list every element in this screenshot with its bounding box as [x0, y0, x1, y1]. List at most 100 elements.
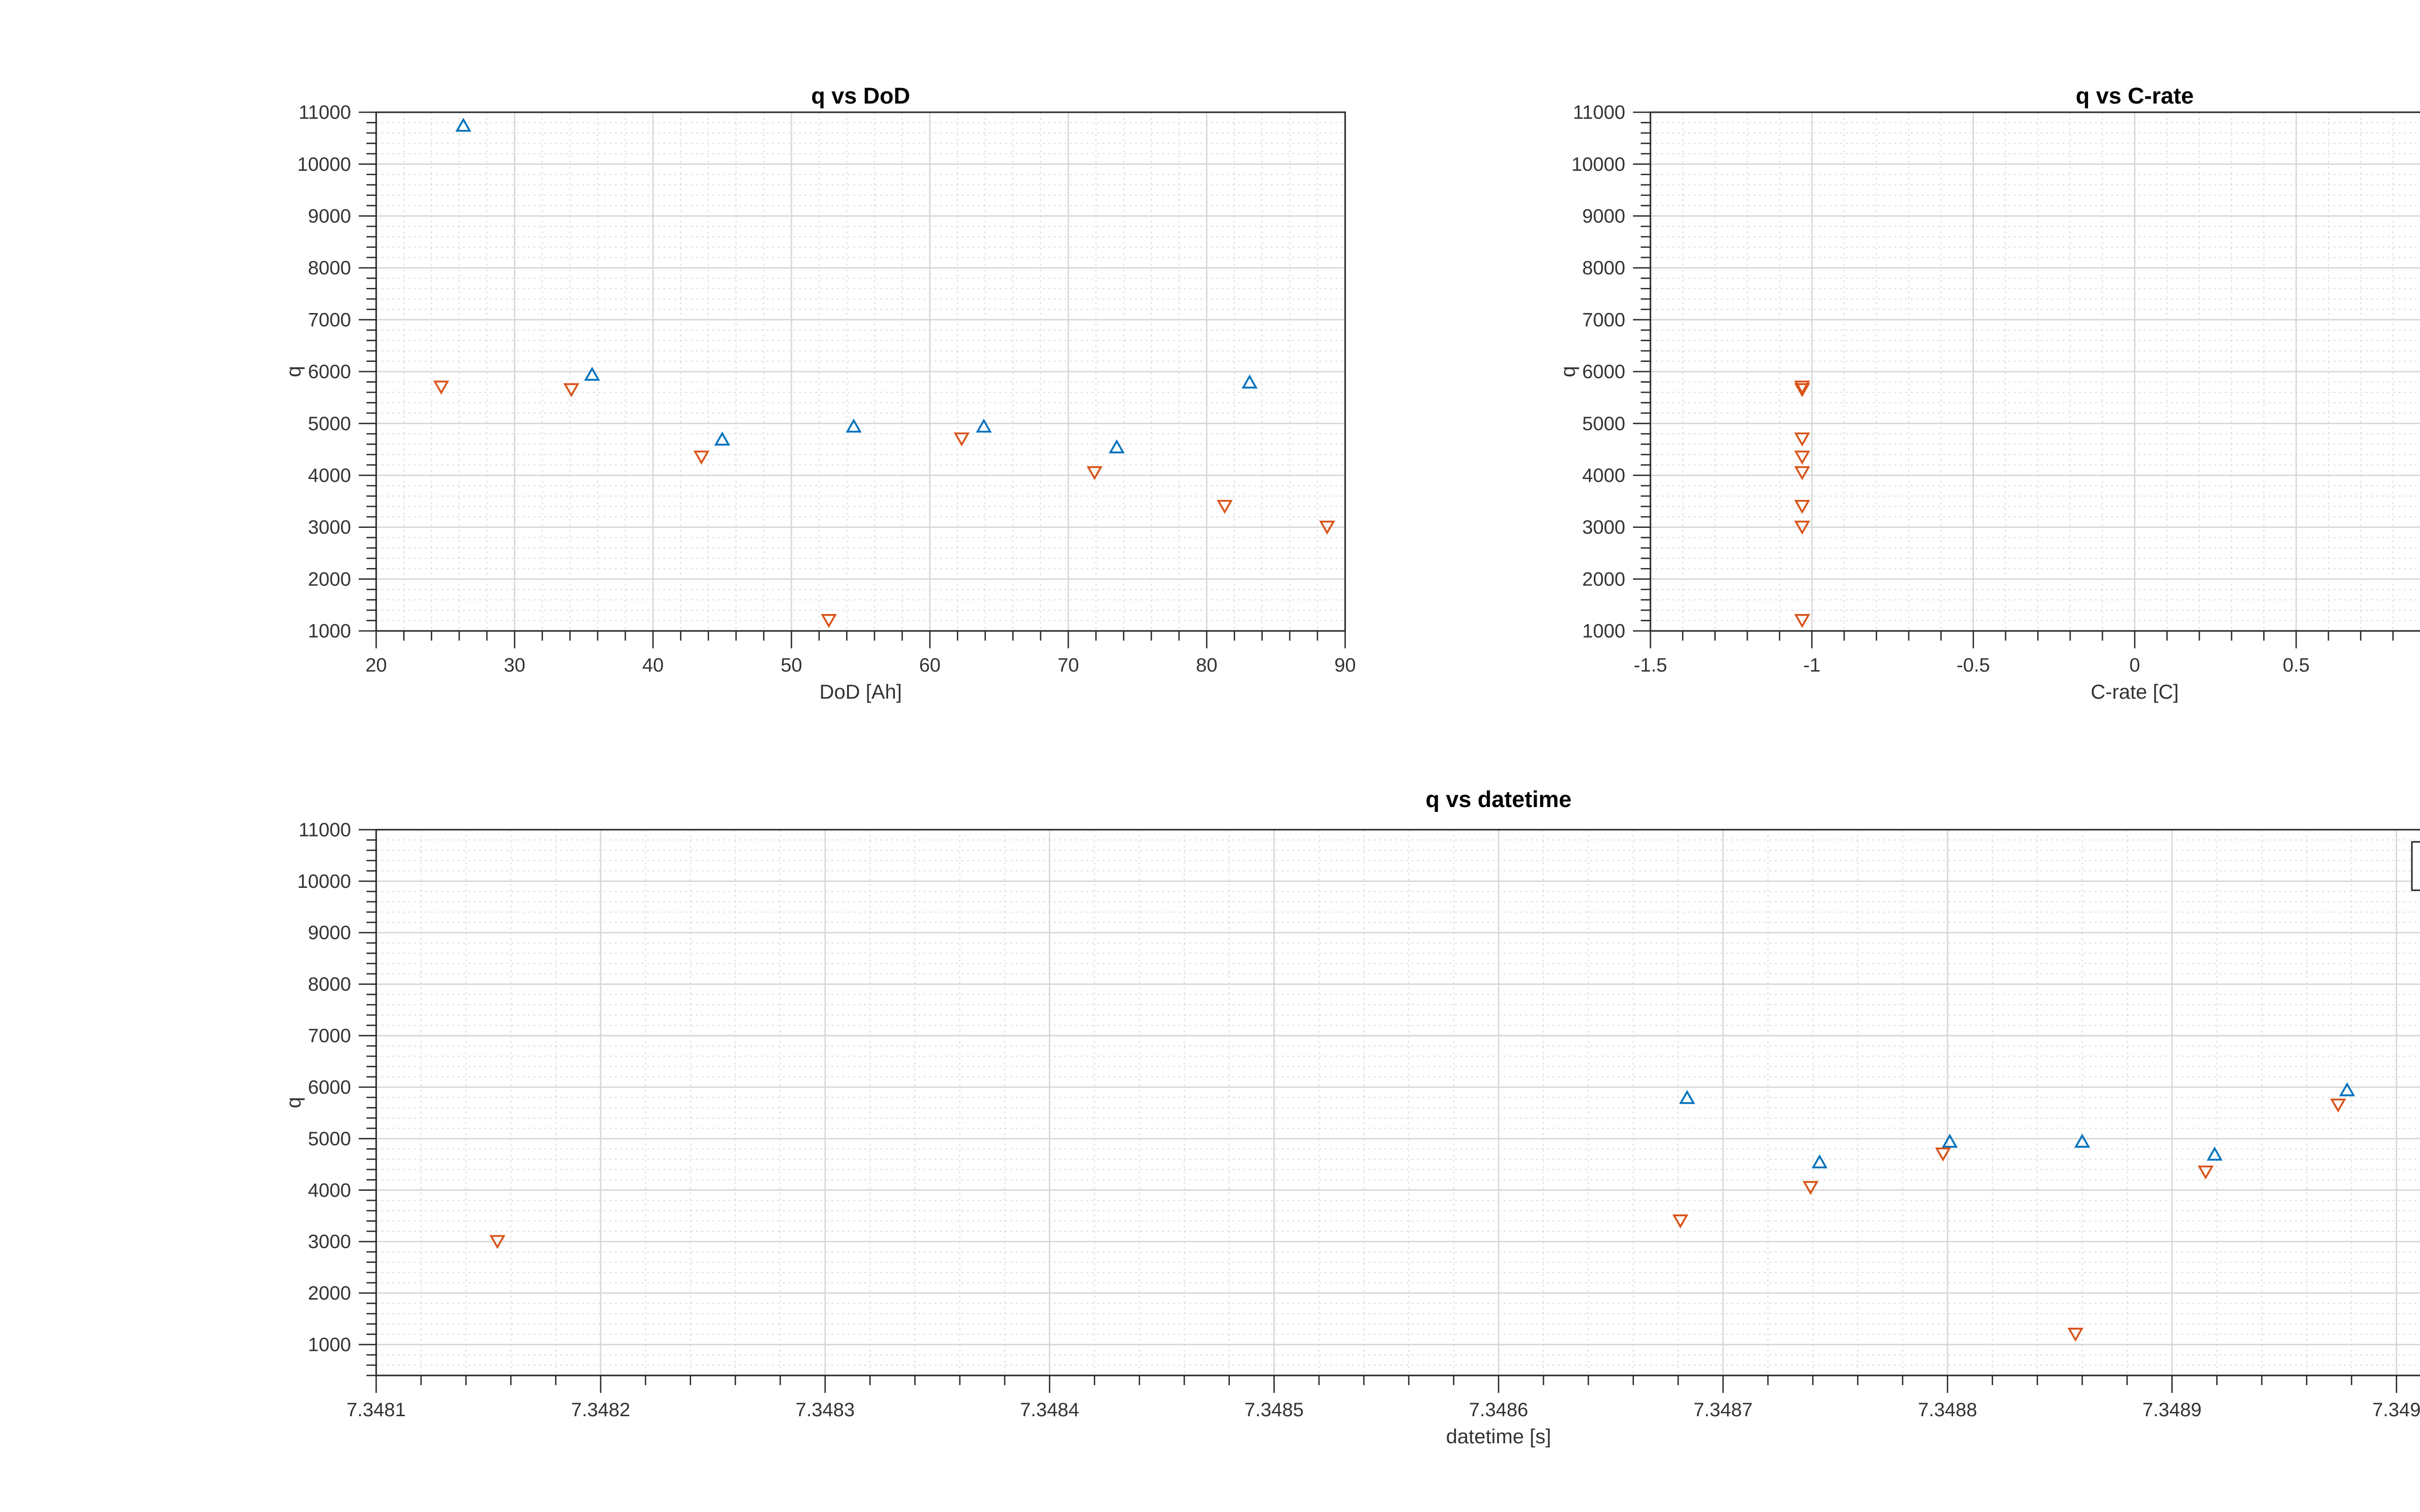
y-axis-label: q [1557, 366, 1579, 377]
x-tick-label: -1.5 [1634, 655, 1667, 676]
y-tick-label: 6000 [1582, 361, 1625, 383]
chart-q-vs-c-rate: -1.5-1-0.500.511.51000200030004000500060… [1557, 83, 2420, 703]
x-tick-labels: -1.5-1-0.500.511.5 [1634, 655, 2310, 676]
series-charge [1679, 1082, 2355, 1168]
discharge-marker [2330, 1098, 2346, 1113]
y-tick-label: 6000 [308, 361, 351, 383]
x-tick-label: 7.3487 [1694, 1399, 1753, 1421]
y-tick-label: 8000 [308, 974, 351, 995]
y-tick-label: 7000 [308, 1025, 351, 1047]
y-axis-label: q [282, 366, 305, 377]
x-tick-label: 30 [504, 655, 526, 676]
x-tick-label: 7.3484 [1020, 1399, 1079, 1421]
x-tick-label: 7.3486 [1469, 1399, 1528, 1421]
charge-marker [2339, 1082, 2355, 1096]
x-tick-label: 7.3488 [1918, 1399, 1977, 1421]
y-tick-label: 3000 [1582, 517, 1625, 538]
y-tick-label: 5000 [308, 413, 351, 434]
minor-gridlines [376, 829, 2420, 1376]
chart-title: q vs DoD [811, 83, 910, 109]
x-tick-label: 20 [365, 655, 387, 676]
charge-marker [1679, 1090, 1695, 1104]
axes-box [375, 829, 2420, 1377]
y-tick-label: 1000 [308, 1334, 351, 1356]
axis-ticks [359, 829, 2397, 1393]
y-tick-label: 9000 [308, 922, 351, 943]
chart-title: q vs C-rate [2076, 83, 2194, 109]
y-tick-label: 8000 [1582, 257, 1625, 279]
y-tick-label: 6000 [308, 1077, 351, 1098]
y-tick-label: 10000 [1572, 154, 1625, 175]
major-gridlines [375, 111, 1346, 632]
x-tick-label: 40 [642, 655, 664, 676]
legend-box [2411, 841, 2420, 891]
discharge-marker [489, 1235, 506, 1249]
x-tick-label: 7.3485 [1244, 1399, 1303, 1421]
y-tick-label: 5000 [308, 1128, 351, 1150]
charge-marker [1241, 374, 1258, 389]
discharge-marker [1672, 1214, 1689, 1229]
x-tick-label: 90 [1334, 655, 1356, 676]
charge-marker [976, 419, 992, 433]
discharge-marker [820, 614, 837, 629]
discharge-marker [563, 383, 579, 397]
charge-marker [2074, 1134, 2090, 1148]
charge-marker [455, 118, 471, 132]
series-discharge [1794, 380, 1810, 629]
y-tick-label: 10000 [297, 154, 351, 175]
y-axis-label: q [282, 1097, 305, 1108]
discharge-marker [953, 432, 970, 447]
charge-marker [714, 431, 730, 446]
discharge-marker [1794, 466, 1810, 480]
discharge-marker [1794, 521, 1810, 535]
y-tick-label: 9000 [1582, 206, 1625, 227]
chart-q-vs-dod: 20 30 40 50 60 70 80 90 1000 2000 3000 4000 5000 6000… [282, 83, 1356, 703]
discharge-marker [1216, 500, 1233, 514]
x-tick-label: 7.3481 [347, 1399, 406, 1421]
y-tick-label: 2000 [308, 569, 351, 590]
axes-box [375, 111, 1346, 632]
y-tick-label: 3000 [308, 1231, 351, 1253]
x-tick-label: 60 [919, 655, 941, 676]
discharge-marker [2067, 1328, 2084, 1342]
y-tick-label: 1000 [1582, 621, 1625, 642]
y-tick-label: 11000 [1573, 102, 1625, 123]
y-tick-label: 9000 [308, 206, 351, 227]
y-tick-label: 4000 [308, 1180, 351, 1201]
x-tick-label: 70 [1058, 655, 1079, 676]
discharge-marker [1794, 432, 1810, 447]
discharge-marker [1802, 1181, 1819, 1195]
x-tick-label: -0.5 [1957, 655, 1990, 676]
charge-marker [1811, 1154, 1828, 1168]
discharge-marker [1794, 614, 1810, 629]
y-tick-labels: 1000 2000 3000 4000 5000 6000 7000 8000 9000 1000… [297, 819, 351, 1355]
axis-ticks [359, 111, 1346, 648]
y-tick-label: 3000 [308, 517, 351, 538]
major-gridlines [375, 829, 2420, 1376]
x-tick-label: -1 [1803, 655, 1821, 676]
charge-marker [1108, 439, 1125, 453]
y-tick-labels: 1000 2000 3000 4000 5000 6000 7000 8000 9000 1000… [1572, 102, 1625, 642]
y-tick-label: 7000 [308, 309, 351, 330]
y-tick-label: 2000 [308, 1283, 351, 1304]
discharge-marker [433, 380, 450, 395]
y-tick-label: 8000 [308, 257, 351, 279]
x-axis-label: datetime [s] [1446, 1425, 1551, 1448]
discharge-marker [1935, 1147, 1951, 1162]
x-tick-label: 7.349 [2372, 1399, 2420, 1421]
discharge-marker [2197, 1165, 2214, 1180]
x-axis-label: DoD [Ah] [819, 680, 902, 703]
x-axis-label: C-rate [C] [2091, 680, 2179, 703]
axes-box [1649, 111, 2420, 632]
x-tick-labels: 20 30 40 50 60 70 80 90 [365, 655, 1356, 676]
y-tick-label: 5000 [1582, 413, 1625, 434]
axis-ticks [1633, 111, 2394, 648]
discharge-marker [1794, 383, 1810, 397]
y-tick-label: 11000 [299, 819, 351, 840]
y-tick-label: 4000 [308, 465, 351, 486]
charge-marker [846, 419, 862, 433]
x-tick-labels: 7.3481 7.3482 7.3483 7.3484 7.3485 7.3486 7.34… [347, 1399, 2420, 1421]
x-tick-label: 7.3489 [2142, 1399, 2201, 1421]
